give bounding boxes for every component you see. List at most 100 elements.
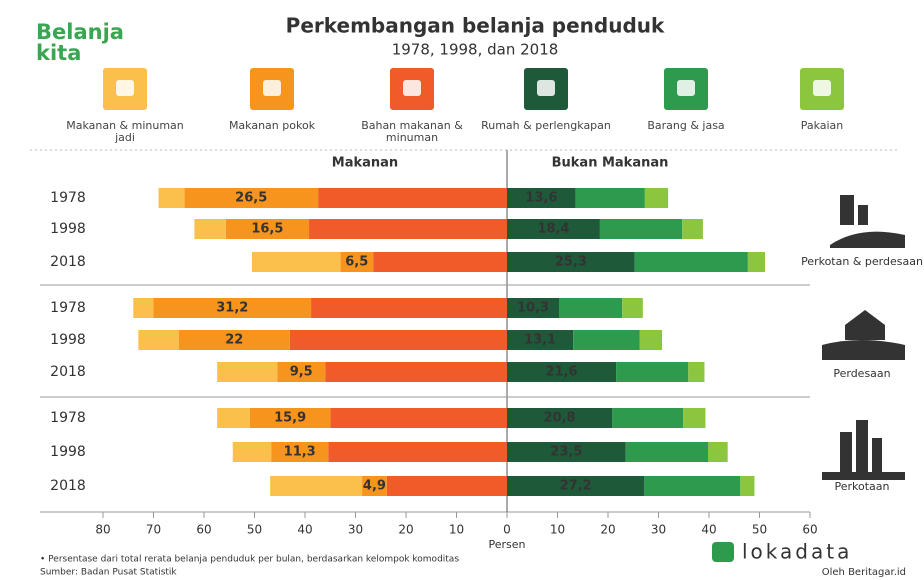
x-axis-label: Persen <box>488 538 525 551</box>
bar-segment <box>559 298 622 318</box>
bar-segment <box>683 408 705 428</box>
x-tick-label: 50 <box>752 523 767 537</box>
y-tick-label: 2018 <box>50 478 86 494</box>
data-label: 23,5 <box>550 445 582 460</box>
bar-segment <box>217 362 277 382</box>
legend-icon-glyph <box>116 80 134 96</box>
bar-segment <box>645 188 668 208</box>
bar-segment <box>387 476 507 496</box>
bar-segment <box>616 362 688 382</box>
data-label: 21,6 <box>546 365 578 380</box>
note: • Persentase dari total rerata belanja p… <box>40 555 459 565</box>
bar-segment <box>688 362 704 382</box>
left-header: Makanan <box>332 156 398 171</box>
data-label: 11,3 <box>284 445 316 460</box>
bar-segment <box>644 476 740 496</box>
legend-label: Pakaian <box>757 120 887 132</box>
y-tick-label: 2018 <box>50 254 86 270</box>
bar-segment <box>325 362 507 382</box>
bar-segment <box>576 188 645 208</box>
y-tick-label: 1998 <box>50 444 86 460</box>
bar-segment <box>233 442 271 462</box>
x-tick-label: 10 <box>550 523 565 537</box>
bar-segment <box>612 408 683 428</box>
data-label: 26,5 <box>235 191 267 206</box>
legend-label: Makanan & minuman jadi <box>60 120 190 144</box>
data-label: 16,5 <box>251 222 283 237</box>
publisher: lokadata <box>742 540 852 564</box>
building-icon <box>840 195 854 225</box>
bar-segment <box>600 219 682 239</box>
x-tick-label: 0 <box>503 523 511 537</box>
bar-segment <box>138 330 178 350</box>
bar-segment <box>740 476 754 496</box>
legend-label: Makanan pokok <box>207 120 337 132</box>
data-label: 22 <box>225 333 243 348</box>
x-tick-label: 30 <box>348 523 363 537</box>
road-icon <box>830 232 905 248</box>
brand: Belanja kita <box>36 22 116 64</box>
bar-segment <box>682 219 703 239</box>
bar-segment <box>622 298 643 318</box>
data-label: 25,3 <box>555 255 587 270</box>
bar-segment <box>311 298 507 318</box>
infographic: Perkembangan belanja penduduk 1978, 1998… <box>0 0 924 580</box>
y-tick-label: 1998 <box>50 221 86 237</box>
x-tick-label: 10 <box>449 523 464 537</box>
y-tick-label: 1978 <box>50 410 86 426</box>
group-icons <box>822 195 905 480</box>
x-tick-label: 60 <box>196 523 211 537</box>
group-label: Perkotaan <box>834 480 889 493</box>
legend-icon-glyph <box>403 80 421 96</box>
field-icon <box>822 340 905 360</box>
bar-segment <box>635 252 748 272</box>
y-tick-label: 1998 <box>50 332 86 348</box>
data-label: 4,9 <box>363 479 386 494</box>
x-tick-label: 40 <box>297 523 312 537</box>
building-icon <box>858 205 868 225</box>
bar-segment <box>640 330 662 350</box>
data-label: 10,3 <box>517 301 549 316</box>
bar-segment <box>328 442 507 462</box>
x-tick-label: 30 <box>651 523 666 537</box>
bar-segment <box>133 298 153 318</box>
x-tick-label: 20 <box>600 523 615 537</box>
building-icon <box>840 432 852 472</box>
chart-title: Perkembangan belanja penduduk <box>286 14 665 38</box>
bar-segment <box>748 252 765 272</box>
bar-segment <box>217 408 250 428</box>
legend-label: Bahan makanan & minuman <box>347 120 477 144</box>
data-label: 18,4 <box>537 222 569 237</box>
bar-segment <box>194 219 225 239</box>
publisher-logo <box>712 542 734 562</box>
x-tick-label: 60 <box>802 523 817 537</box>
x-tick-label: 40 <box>701 523 716 537</box>
x-tick-label: 80 <box>95 523 110 537</box>
building-icon <box>856 420 868 472</box>
bar-segment <box>573 330 640 350</box>
bar-segment <box>318 188 507 208</box>
group-label: Perdesaan <box>833 367 890 380</box>
bar-segment <box>373 252 507 272</box>
bar-segment <box>252 252 340 272</box>
legend-icon-glyph <box>813 80 831 96</box>
chart: Perkembangan belanja penduduk 1978, 1998… <box>0 0 924 580</box>
bar-segment <box>159 188 185 208</box>
road-icon <box>822 472 905 480</box>
bar-segment <box>290 330 507 350</box>
legend-label: Barang & jasa <box>621 120 751 132</box>
data-label: 15,9 <box>274 411 306 426</box>
data-label: 9,5 <box>290 365 313 380</box>
legend-icon-glyph <box>263 80 281 96</box>
right-header: Bukan Makanan <box>552 156 669 171</box>
publisher-credit: Oleh Beritagar.id <box>822 567 906 578</box>
y-tick-label: 2018 <box>50 364 86 380</box>
chart-subtitle: 1978, 1998, dan 2018 <box>392 41 559 59</box>
data-label: 6,5 <box>345 255 368 270</box>
y-tick-label: 1978 <box>50 190 86 206</box>
group-label: Perkotan & perdesaan <box>801 255 923 268</box>
bar-segment <box>330 408 507 428</box>
legend-label: Rumah & perlengkapan <box>481 120 611 132</box>
bar-segment <box>309 219 507 239</box>
data-label: 20,8 <box>543 411 575 426</box>
